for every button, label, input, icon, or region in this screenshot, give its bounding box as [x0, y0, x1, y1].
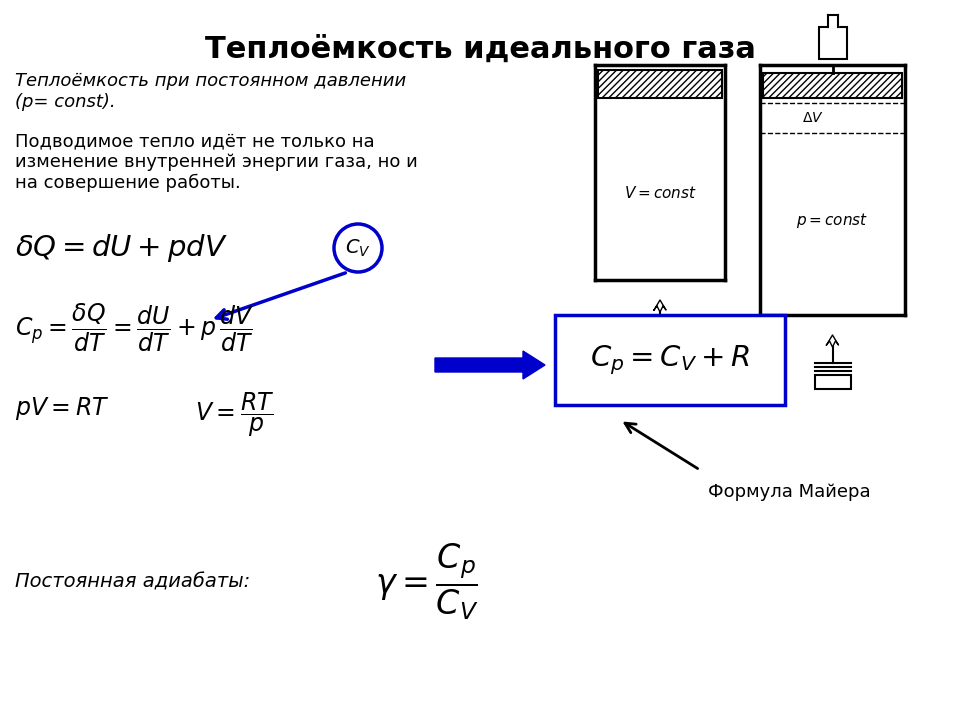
Text: Формула Майера: Формула Майера: [708, 483, 871, 501]
Text: $\gamma = \dfrac{C_p}{C_V}$: $\gamma = \dfrac{C_p}{C_V}$: [375, 541, 478, 622]
Text: Постоянная адиабаты:: Постоянная адиабаты:: [15, 572, 251, 592]
FancyBboxPatch shape: [555, 315, 785, 405]
Text: Теплоёмкость при постоянном давлении
(p= const).: Теплоёмкость при постоянном давлении (p=…: [15, 72, 406, 111]
Text: $\mathit{\Delta V}$: $\mathit{\Delta V}$: [802, 111, 824, 125]
Polygon shape: [642, 340, 678, 354]
Text: Теплоёмкость идеального газа: Теплоёмкость идеального газа: [204, 35, 756, 64]
Polygon shape: [819, 27, 847, 59]
Text: $C_p = \dfrac{\delta Q}{dT} = \dfrac{dU}{dT} + p\,\dfrac{dV}{dT}$: $C_p = \dfrac{\delta Q}{dT} = \dfrac{dU}…: [15, 302, 254, 354]
Text: $\mathit{V=const}$: $\mathit{V=const}$: [624, 184, 696, 200]
Text: Подводимое тепло идёт не только на
изменение внутренней энергии газа, но и
на со: Подводимое тепло идёт не только на измен…: [15, 132, 418, 192]
Text: $V = \dfrac{RT}{p}$: $V = \dfrac{RT}{p}$: [195, 391, 275, 439]
Text: $C_p = C_V + R$: $C_p = C_V + R$: [590, 343, 750, 377]
Polygon shape: [598, 70, 722, 98]
Polygon shape: [814, 375, 851, 389]
Polygon shape: [828, 15, 837, 27]
Text: $C_V$: $C_V$: [346, 238, 371, 258]
Polygon shape: [763, 73, 902, 98]
Text: $pV = RT$: $pV = RT$: [15, 395, 109, 421]
Polygon shape: [435, 351, 545, 379]
Text: $\delta Q=dU+pdV$: $\delta Q=dU+pdV$: [15, 232, 228, 264]
Text: $\mathit{p=const}$: $\mathit{p=const}$: [797, 210, 869, 230]
